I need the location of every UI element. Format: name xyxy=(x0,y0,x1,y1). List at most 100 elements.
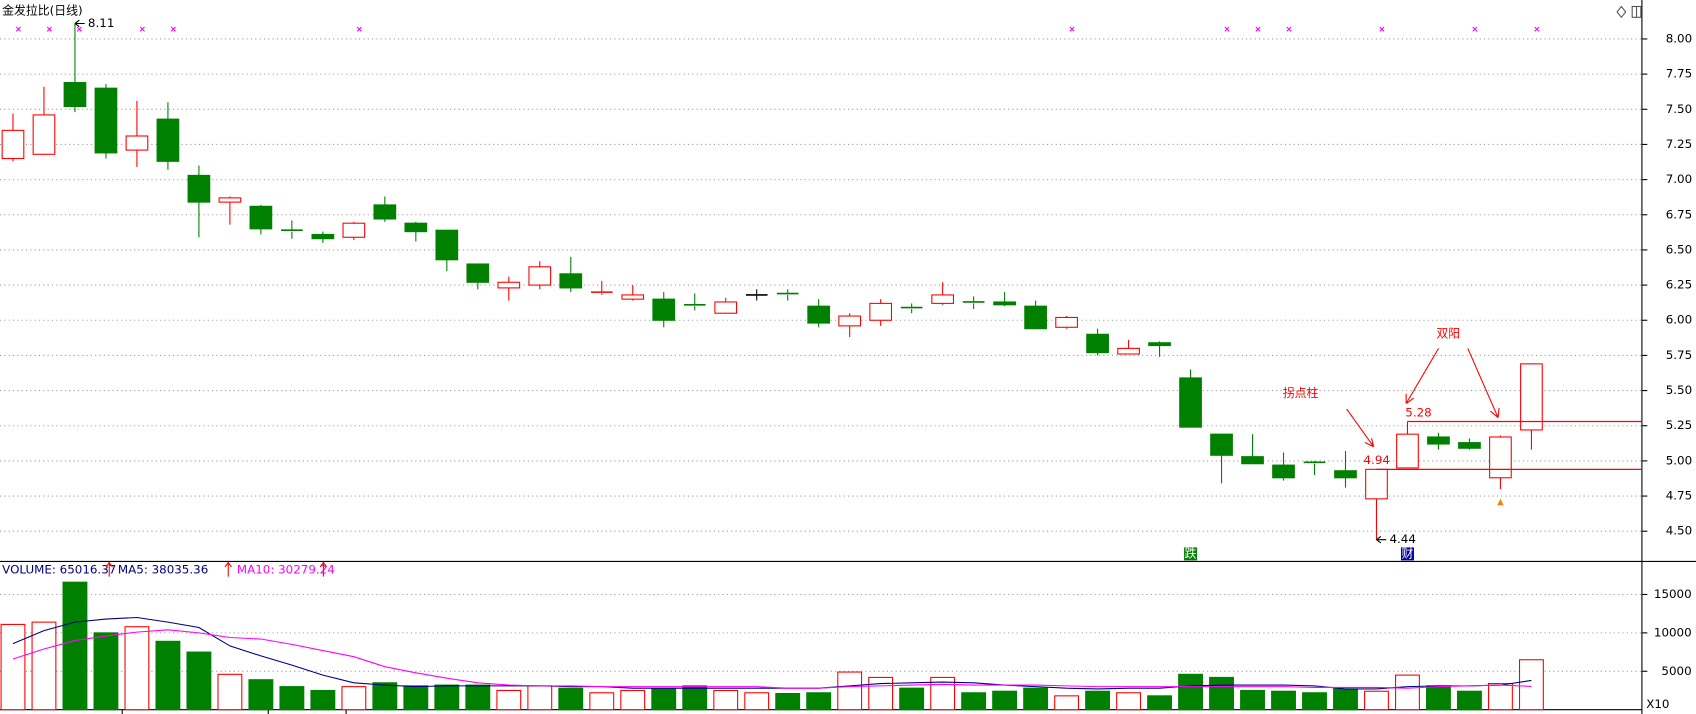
candle-body xyxy=(187,174,211,203)
volume-bar xyxy=(868,676,894,711)
price-label: 4.94 xyxy=(1364,453,1390,467)
volume-bar xyxy=(279,686,305,711)
y-tick-label: 7.75 xyxy=(1666,67,1692,81)
volume-bar xyxy=(713,689,739,711)
volume-bar xyxy=(186,651,212,711)
candle-body xyxy=(373,204,397,220)
volume-bar xyxy=(744,692,770,711)
volume-legend: VOLUME: 65016.37 MA5: 38035.36 MA10: 30279… xyxy=(2,561,335,577)
annotation-arrow xyxy=(1405,348,1440,404)
ma-line xyxy=(12,616,1532,690)
candle-body xyxy=(1117,347,1140,355)
volume-bar xyxy=(1364,690,1389,711)
event-label: 跌 xyxy=(1185,546,1197,560)
volume-bar xyxy=(1023,687,1049,711)
candle-body xyxy=(807,305,831,324)
annotation: 双阳 xyxy=(1436,326,1460,340)
event-marker xyxy=(1286,26,1292,32)
y-tick-label: 4.50 xyxy=(1666,524,1692,538)
y-tick-label: 5.50 xyxy=(1666,383,1692,397)
volume-bar xyxy=(682,685,708,711)
y-tick-label: 8.00 xyxy=(1666,31,1692,45)
legend-entry: MA10: 30279.24 xyxy=(237,563,335,577)
candle-body xyxy=(869,302,893,321)
y-tick-label: 5.75 xyxy=(1666,348,1692,362)
event-marker xyxy=(1255,26,1261,32)
event-marker xyxy=(170,26,176,32)
candle-body xyxy=(1365,468,1388,500)
volume-bar xyxy=(1302,692,1327,711)
annotation-arrow xyxy=(1467,348,1500,418)
y-tick-label: 7.25 xyxy=(1666,137,1692,151)
candle-body xyxy=(993,301,1016,306)
event-marker xyxy=(1534,26,1540,32)
legend-entry: VOLUME: 65016.37 xyxy=(2,563,116,577)
event-marker xyxy=(139,26,145,32)
event-marker xyxy=(76,26,82,32)
volume-bar xyxy=(1395,674,1420,711)
y-tick-label: 5.25 xyxy=(1666,418,1692,432)
volume-bar xyxy=(62,581,88,711)
y-tick-label: 5.00 xyxy=(1666,453,1692,467)
candle-body xyxy=(1086,333,1109,354)
volume-bar xyxy=(248,679,274,711)
candle-body xyxy=(1179,377,1202,428)
chart-title: 金发拉比(日线) xyxy=(2,3,83,17)
candle-body xyxy=(435,229,459,261)
toolbar-icons[interactable] xyxy=(1616,5,1642,19)
candle-body xyxy=(32,114,56,155)
price-label: 8.11 xyxy=(88,16,114,30)
volume-bar xyxy=(372,682,398,711)
volume-bar xyxy=(1333,688,1358,711)
volume-bar xyxy=(899,687,925,711)
icon-diamond[interactable] xyxy=(1616,5,1627,19)
candle-body xyxy=(931,294,955,304)
y-tick-label: 7.00 xyxy=(1666,172,1692,186)
volume-bar xyxy=(1426,685,1451,711)
volume-bar xyxy=(775,693,801,711)
volume-bar xyxy=(1085,690,1111,711)
volume-bar xyxy=(1457,690,1482,711)
event-marker xyxy=(1379,26,1385,32)
volume-bar xyxy=(1054,695,1080,711)
candle-body xyxy=(1241,456,1264,465)
legend-entry: MA5: 38035.36 xyxy=(118,563,208,577)
candle-body xyxy=(63,82,87,108)
volume-bar xyxy=(1178,673,1203,711)
volume-bar xyxy=(992,690,1018,711)
volume-bar xyxy=(1240,689,1265,711)
candle-body xyxy=(249,205,273,230)
y-tick-label: 4.75 xyxy=(1666,489,1692,503)
candle-body xyxy=(342,222,366,238)
candle-body xyxy=(1396,433,1419,469)
y-tick-label: 6.25 xyxy=(1666,278,1692,292)
candle-body xyxy=(125,135,149,151)
candle-body xyxy=(466,263,490,283)
volume-bar xyxy=(0,623,26,711)
volume-bar xyxy=(155,640,181,711)
candle-body xyxy=(1055,316,1078,328)
annotation: 拐点柱 xyxy=(1283,386,1319,400)
candle-body xyxy=(1,129,25,160)
label-arrow xyxy=(1376,535,1387,544)
volume-bar xyxy=(527,685,553,711)
price-label: 5.28 xyxy=(1405,405,1431,419)
volume-bar xyxy=(124,626,150,711)
event-marker xyxy=(1069,26,1075,32)
event-label: 财 xyxy=(1402,546,1414,560)
volume-bar xyxy=(558,687,584,711)
y-tick-label: 6.00 xyxy=(1666,313,1692,327)
event-marker xyxy=(46,26,52,32)
volume-bar xyxy=(93,632,119,711)
candle-body xyxy=(1427,436,1450,445)
volume-bar xyxy=(1271,690,1296,711)
candle-body xyxy=(1148,342,1171,347)
volume-bar xyxy=(217,673,243,711)
volume-bar xyxy=(961,692,987,711)
y-tick-label: 15000 xyxy=(1654,587,1692,601)
y-tick-label: 5000 xyxy=(1661,664,1691,678)
legend-arrow xyxy=(105,561,113,577)
legend-arrow xyxy=(319,561,328,577)
